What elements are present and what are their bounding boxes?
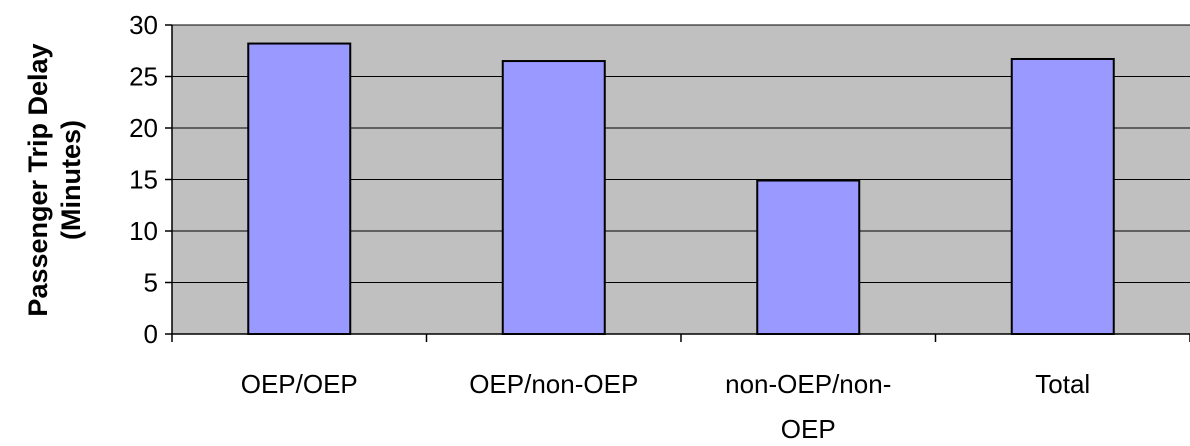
y-tick-label: 25 — [129, 62, 158, 92]
y-axis-ticks: 0 5 10 15 20 25 30 — [129, 10, 172, 349]
y-tick-label: 20 — [129, 113, 158, 143]
bars — [247, 42, 1115, 336]
x-axis-ticks: OEP/OEP OEP/non-OEP non-OEP/non-OEP Total — [171, 334, 1190, 444]
x-tick-label: OEP/non-OEP — [469, 369, 638, 399]
y-tick-label: 15 — [129, 165, 158, 195]
bar — [247, 42, 352, 335]
y-tick-label: 5 — [144, 268, 158, 298]
y-tick-label: 30 — [129, 10, 158, 40]
x-tick-label: Total — [1035, 369, 1090, 399]
bar — [501, 60, 606, 336]
y-axis-title: Passenger Trip Delay (Minutes) — [23, 43, 86, 316]
x-tick-label: non-OEP/non-OEP — [725, 369, 891, 444]
y-tick-label: 10 — [129, 216, 158, 246]
y-tick-label: 0 — [144, 319, 158, 349]
bar — [1010, 57, 1115, 336]
y-axis-title-text: Passenger Trip Delay (Minutes) — [23, 43, 86, 316]
x-tick-label: OEP/OEP — [241, 369, 358, 399]
bar — [756, 179, 861, 335]
